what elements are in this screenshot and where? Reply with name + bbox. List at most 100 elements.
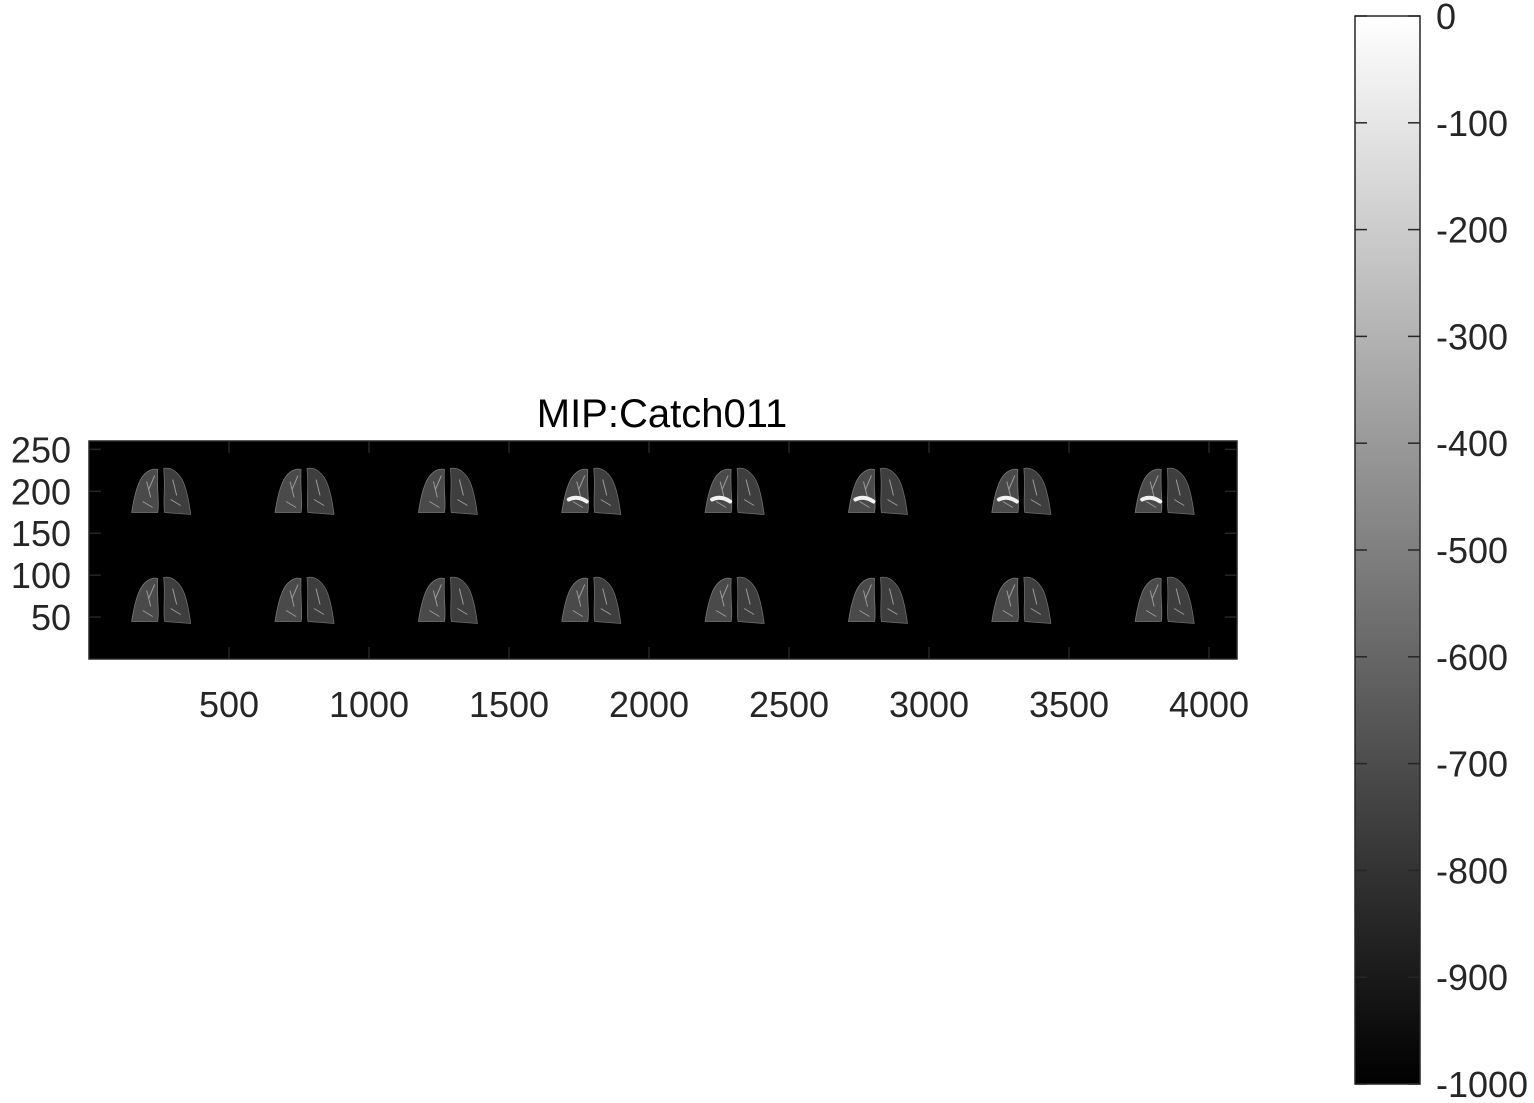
right-lung [1023,576,1052,624]
mip-tile-r1-c4 [704,576,765,624]
x-tick-label: 2000 [609,684,689,725]
colorbar: 0 -100 -200 -300 -400 -500 -600 -700 -800 -900 -10… [1354,0,1528,1103]
mip-tile-r1-c5 [848,576,908,624]
mip-tiles [131,467,1195,624]
bright-region [1140,495,1163,504]
colorbar-tick-label: -600 [1436,637,1508,678]
bright-region [566,495,589,504]
mip-tile-r0-c6 [991,467,1052,515]
left-lung [131,577,159,622]
left-lung [848,577,876,622]
y-tick-label: 250 [11,429,71,470]
mip-tile-r1-c6 [991,576,1052,624]
left-lung [274,468,303,513]
colorbar-tick-label: -900 [1436,957,1508,998]
left-lung [704,468,733,513]
right-lung [593,576,622,624]
colorbar-tick-label: -200 [1436,210,1508,251]
vessel-texture [142,584,181,617]
vessel-texture [715,584,755,617]
left-lung [131,468,159,513]
left-lung [1134,468,1163,513]
colorbar-tick-label: -300 [1436,316,1508,357]
x-tick-label: 4000 [1169,684,1249,725]
right-lung [1166,576,1195,624]
right-lung [880,467,908,515]
vessel-texture [1002,584,1042,617]
image-background [89,441,1237,659]
left-lung [274,577,303,622]
mip-tile-r0-c3 [561,467,622,515]
colorbar-tick-label: -500 [1436,530,1508,571]
vessel-texture [715,475,755,508]
colorbar-tick-label: -800 [1436,850,1508,891]
mip-tile-r0-c0 [131,467,192,515]
axes-box [88,440,1238,660]
right-lung [1023,467,1052,515]
x-tick-label: 3000 [889,684,969,725]
x-tick-label: 1500 [469,684,549,725]
mip-tile-r1-c2 [417,576,478,624]
bright-region [853,495,876,504]
right-lung [736,467,765,515]
y-tick-label: 50 [31,597,71,638]
right-lung [449,576,478,624]
colorbar-tick-label: -400 [1436,423,1508,464]
mip-tile-r0-c5 [848,467,908,515]
y-tick-label: 200 [11,471,71,512]
mip-tile-r1-c0 [131,576,192,624]
vessel-texture [859,584,898,617]
chart-title: MIP:Catch011 [537,392,788,436]
vessel-texture [429,475,468,508]
colorbar-tick-label: -1000 [1436,1064,1528,1103]
bright-region [710,495,733,504]
mip-tile-r1-c1 [274,576,335,624]
y-tick-label: 150 [11,513,71,554]
vessel-texture [1145,475,1185,508]
x-tick-label: 1000 [329,684,409,725]
vessel-texture [285,584,325,617]
x-tick-label: 500 [199,684,259,725]
left-lung [704,577,733,622]
image-axes: 500 1000 1500 2000 2500 3000 3500 4000 50100150… [11,429,1249,725]
right-lung [163,467,192,515]
right-lung [1166,467,1195,515]
left-lung [991,468,1019,513]
mip-tile-r0-c1 [274,467,335,515]
mip-tile-r0-c2 [417,467,478,515]
x-tick-label: 2500 [749,684,829,725]
vessel-texture [1145,584,1185,617]
mip-tile-r1-c3 [561,576,622,624]
x-axis: 500 1000 1500 2000 2500 3000 3500 4000 [199,441,1249,725]
vessel-texture [572,475,612,508]
left-lung [561,577,589,622]
colorbar-tick-label: -100 [1436,103,1508,144]
right-lung [593,467,622,515]
left-lung [1134,577,1163,622]
vessel-texture [859,475,898,508]
left-lung [417,577,446,622]
y-tick-label: 100 [11,555,71,596]
vessel-texture [285,475,325,508]
colorbar-tick-label: -700 [1436,744,1508,785]
vessel-texture [1002,475,1042,508]
right-lung [736,576,765,624]
vessel-texture [429,584,468,617]
mip-tile-r0-c7 [1134,467,1195,515]
x-tick-label: 3500 [1029,684,1109,725]
left-lung [417,468,446,513]
mip-tile-r0-c4 [704,467,765,515]
right-lung [449,467,478,515]
right-lung [163,576,192,624]
bright-region [996,495,1019,504]
right-lung [306,576,335,624]
right-lung [880,576,908,624]
vessel-texture [142,475,181,508]
colorbar-tick-label: 0 [1436,0,1456,37]
colorbar-ticks: 0 -100 -200 -300 -400 -500 -600 -700 -800 -900 -10… [1355,0,1528,1103]
mip-tile-r1-c7 [1134,576,1195,624]
left-lung [991,577,1019,622]
vessel-texture [572,584,612,617]
